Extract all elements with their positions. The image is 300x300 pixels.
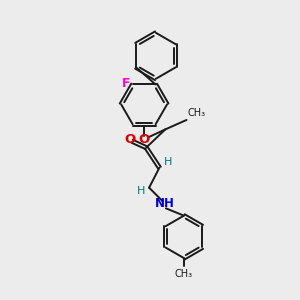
Text: O: O: [139, 133, 150, 146]
Text: F: F: [122, 77, 130, 90]
Text: CH₃: CH₃: [175, 269, 193, 279]
Text: CH₃: CH₃: [188, 109, 206, 118]
Text: NH: NH: [155, 197, 175, 210]
Text: H: H: [164, 158, 172, 167]
Text: H: H: [137, 186, 145, 196]
Text: O: O: [124, 134, 135, 146]
